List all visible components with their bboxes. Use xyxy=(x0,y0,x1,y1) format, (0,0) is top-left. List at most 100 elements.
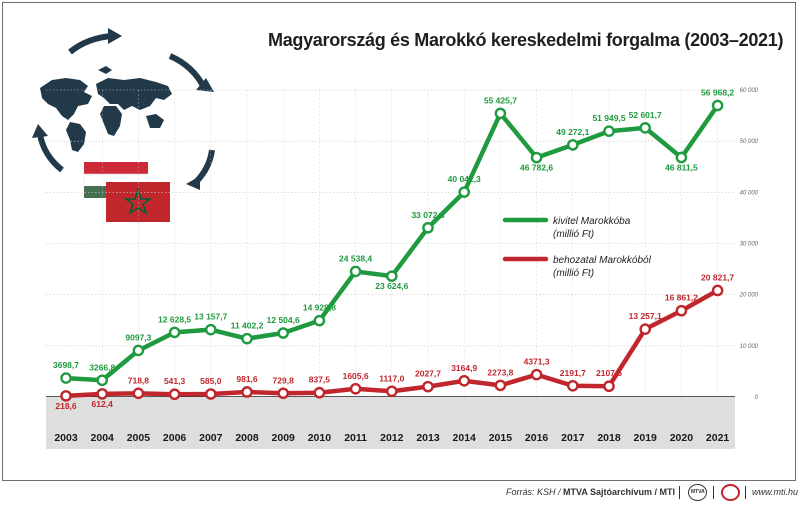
footer-separator xyxy=(713,486,714,499)
source-prefix: Forrás: KSH / xyxy=(505,487,563,497)
x-tick-label: 2008 xyxy=(235,432,259,444)
data-point xyxy=(639,323,652,335)
data-point xyxy=(204,323,217,336)
legend-label-import: behozatal Marokkóból xyxy=(553,255,652,266)
data-point xyxy=(458,375,471,387)
footer-separator xyxy=(745,486,746,499)
x-tick-label: 2016 xyxy=(525,432,549,444)
data-point xyxy=(204,388,217,400)
data-label: 3164,9 xyxy=(451,363,477,373)
data-point xyxy=(96,388,108,400)
x-tick-label: 2012 xyxy=(380,432,404,444)
data-point xyxy=(567,139,579,151)
data-point xyxy=(639,122,652,134)
data-point xyxy=(422,221,434,234)
data-label: 23 624,6 xyxy=(375,281,408,291)
legend-label-export: kivitel Marokkóba xyxy=(553,216,631,227)
data-point xyxy=(349,265,362,278)
data-label: 49 272,1 xyxy=(556,127,589,137)
source-bold: MTVA Sajtóarchívum / MTI xyxy=(562,487,675,497)
data-point xyxy=(530,151,543,164)
data-label: 218,6 xyxy=(55,401,77,411)
data-point xyxy=(567,379,579,392)
mtva-logo-text: MTVA xyxy=(691,489,705,495)
x-tick-label: 2014 xyxy=(453,432,477,444)
data-label: 4371,3 xyxy=(524,357,550,367)
data-label: 3266,8 xyxy=(89,362,115,372)
data-point xyxy=(241,332,253,345)
data-point xyxy=(277,327,290,339)
x-tick-label: 2020 xyxy=(670,432,694,444)
data-label: 12 504,6 xyxy=(267,315,300,325)
data-label: 541,3 xyxy=(164,376,186,386)
data-point xyxy=(675,304,688,317)
data-label: 56 968,2 xyxy=(701,88,734,98)
data-point xyxy=(241,386,253,398)
y-tick-label: 60 000 xyxy=(740,88,759,94)
x-tick-label: 2019 xyxy=(634,432,658,444)
x-tick-label: 2018 xyxy=(597,432,621,444)
data-point xyxy=(530,368,543,381)
world-map-icon xyxy=(40,66,172,152)
data-label: 981,6 xyxy=(236,374,258,384)
legend-unit-import: (millió Ft) xyxy=(553,268,594,279)
data-label: 837,5 xyxy=(309,375,331,385)
data-point xyxy=(132,387,145,400)
y-tick-label: 30 000 xyxy=(740,242,759,248)
data-point xyxy=(168,388,181,401)
x-axis-tick-labels: 2003 2004 2005 2006 2007 2008 2009 2010 2011 2012… xyxy=(54,432,729,444)
data-label: 9097,3 xyxy=(125,332,151,342)
data-point xyxy=(422,380,434,393)
x-tick-label: 2021 xyxy=(706,432,730,444)
data-label: 13 257,1 xyxy=(629,311,662,321)
mtva-logo-icon: MTVA xyxy=(688,484,707,501)
data-label: 33 072,3 xyxy=(411,210,444,220)
x-tick-label: 2006 xyxy=(163,432,187,444)
data-label: 46 811,5 xyxy=(665,162,698,172)
arrow-heads xyxy=(32,28,214,190)
y-tick-label: 40 000 xyxy=(740,190,759,196)
x-tick-label: 2010 xyxy=(308,432,332,444)
data-label: 12 628,5 xyxy=(158,314,191,324)
legend-unit-export: (millió Ft) xyxy=(553,229,594,240)
data-point xyxy=(494,379,507,392)
data-point xyxy=(603,380,615,393)
data-label: 585,0 xyxy=(200,376,222,386)
data-label: 40 041,3 xyxy=(448,174,481,184)
data-point xyxy=(96,374,108,387)
data-point xyxy=(711,99,724,112)
y-tick-label: 0 xyxy=(755,395,759,401)
data-label: 20 821,7 xyxy=(701,272,734,282)
data-point xyxy=(60,390,72,402)
data-label: 2027,7 xyxy=(415,369,441,379)
data-point xyxy=(168,326,181,339)
data-point xyxy=(313,386,326,399)
data-label: 1605,6 xyxy=(343,371,369,381)
data-point xyxy=(277,387,290,400)
x-tick-label: 2017 xyxy=(561,432,585,444)
x-tick-label: 2003 xyxy=(54,432,78,444)
data-point xyxy=(313,314,326,327)
x-tick-label: 2004 xyxy=(91,432,115,444)
footer-url: www.mti.hu xyxy=(752,487,799,497)
data-point xyxy=(458,186,471,198)
mti-logo-icon xyxy=(721,484,740,501)
x-tick-label: 2013 xyxy=(416,432,440,444)
data-point xyxy=(711,284,724,297)
data-label: 14 928,8 xyxy=(303,303,336,313)
data-point xyxy=(132,344,145,357)
data-label: 2107,5 xyxy=(596,368,622,378)
data-label: 46 782,6 xyxy=(520,163,553,173)
y-axis-tick-labels: 60 000 50 000 40 000 30 000 20 000 10 000 0 xyxy=(739,88,759,401)
x-tick-label: 2005 xyxy=(127,432,151,444)
x-tick-label: 2007 xyxy=(199,432,223,444)
y-tick-label: 50 000 xyxy=(740,139,759,145)
data-label: 52 601,7 xyxy=(629,110,662,120)
data-label: 55 425,7 xyxy=(484,95,517,105)
chart-title: Magyarország és Marokkó kereskedelmi for… xyxy=(268,30,784,50)
data-point xyxy=(385,385,398,398)
data-label: 51 949,5 xyxy=(592,113,625,123)
data-label: 2191,7 xyxy=(560,368,586,378)
data-label: 718,8 xyxy=(128,375,150,385)
data-point xyxy=(603,125,615,137)
